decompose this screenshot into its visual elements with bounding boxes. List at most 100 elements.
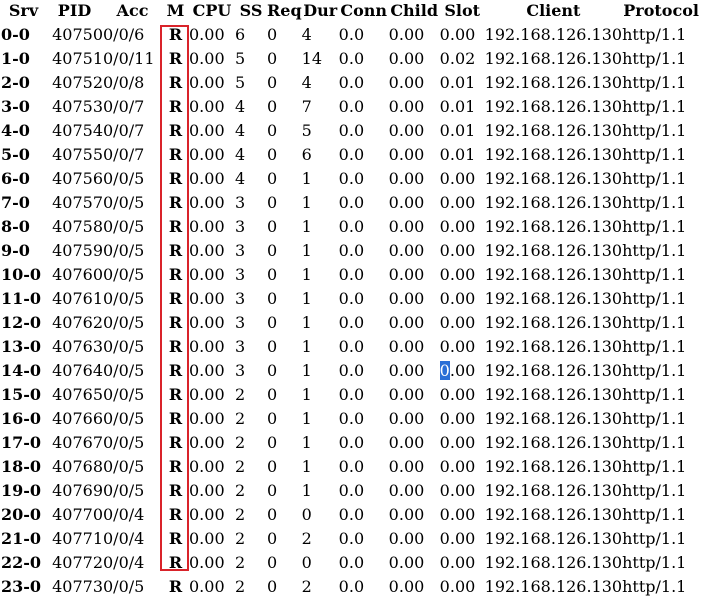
cell-cpu: 0.00 xyxy=(189,433,225,452)
cell-acc: 0/0/5 xyxy=(103,385,145,404)
cell-pid: 40772 xyxy=(52,553,103,572)
cell-acc: 0/0/5 xyxy=(103,217,145,236)
cell-cpu: 0.00 xyxy=(189,289,225,308)
cell-ss: 2 xyxy=(235,457,246,476)
cell-req: 0 xyxy=(267,73,278,92)
cell-slot: 0.00 xyxy=(439,169,476,188)
table-row: 20-0 40770 0/0/4 R 0.00 2 0 0 0.0 0.00 0.00 192.168… xyxy=(1,503,700,527)
cell-protocol: http/1.1 xyxy=(622,289,687,308)
cell-acc: 0/0/7 xyxy=(103,97,145,116)
cell-acc: 0/0/5 xyxy=(103,361,145,380)
cell-acc: 0/0/5 xyxy=(103,241,145,260)
cell-child: 0.00 xyxy=(388,529,425,548)
cell-slot: 0.00 xyxy=(439,529,476,548)
header-pid: PID xyxy=(57,1,92,20)
cell-req: 0 xyxy=(267,49,278,68)
cell-slot: 0.00 xyxy=(439,505,476,524)
cell-slot: 0.00 xyxy=(439,553,476,572)
cell-client: 192.168.126.130 xyxy=(484,265,623,284)
cell-ss: 2 xyxy=(235,529,246,548)
cell-req: 0 xyxy=(267,25,278,44)
cell-protocol: http/1.1 xyxy=(622,433,687,452)
cell-req: 0 xyxy=(267,481,278,500)
cell-acc: 0/0/4 xyxy=(103,553,145,572)
cell-acc: 0/0/7 xyxy=(103,121,145,140)
selected-text[interactable]: 0 xyxy=(439,361,450,380)
cell-m: R xyxy=(168,481,183,500)
cell-m: R xyxy=(168,409,183,428)
cell-conn: 0.0 xyxy=(338,505,365,524)
cell-protocol: http/1.1 xyxy=(622,577,687,596)
cell-client: 192.168.126.130 xyxy=(484,241,623,260)
cell-acc: 0/0/5 xyxy=(103,313,145,332)
cell-ss: 3 xyxy=(235,217,246,236)
cell-slot: 0.00 xyxy=(439,193,476,212)
cell-dur: 4 xyxy=(301,25,312,44)
cell-m: R xyxy=(168,361,183,380)
cell-conn: 0.0 xyxy=(338,121,365,140)
cell-req: 0 xyxy=(267,457,278,476)
cell-ss: 2 xyxy=(235,553,246,572)
header-m: M xyxy=(166,1,185,20)
cell-dur: 1 xyxy=(301,385,312,404)
table-row: 15-0 40765 0/0/5 R 0.00 2 0 1 0.0 0.00 0.00 192.168… xyxy=(1,383,700,407)
cell-m: R xyxy=(168,553,183,572)
cell-m: R xyxy=(168,193,183,212)
cell-cpu: 0.00 xyxy=(189,265,225,284)
cell-req: 0 xyxy=(267,433,278,452)
table-row: 12-0 40762 0/0/5 R 0.00 3 0 1 0.0 0.00 0.00 192.168… xyxy=(1,311,700,335)
cell-pid: 40751 xyxy=(52,49,103,68)
cell-cpu: 0.00 xyxy=(189,217,225,236)
cell-conn: 0.0 xyxy=(338,481,365,500)
cell-dur: 1 xyxy=(301,481,312,500)
cell-child: 0.00 xyxy=(388,193,425,212)
cell-slot: 0.00 xyxy=(439,337,476,356)
cell-dur: 14 xyxy=(301,49,323,68)
cell-ss: 3 xyxy=(235,289,246,308)
cell-req: 0 xyxy=(267,577,278,596)
cell-srv: 1-0 xyxy=(1,49,30,68)
cell-req: 0 xyxy=(267,529,278,548)
cell-req: 0 xyxy=(267,217,278,236)
cell-conn: 0.0 xyxy=(338,577,365,596)
cell-conn: 0.0 xyxy=(338,25,365,44)
cell-acc: 0/0/5 xyxy=(103,193,145,212)
cell-dur: 1 xyxy=(301,241,312,260)
cell-child: 0.00 xyxy=(388,25,425,44)
cell-client: 192.168.126.130 xyxy=(484,145,623,164)
cell-srv: 18-0 xyxy=(1,457,42,476)
cell-dur: 1 xyxy=(301,289,312,308)
cell-srv: 7-0 xyxy=(1,193,30,212)
cell-req: 0 xyxy=(267,313,278,332)
cell-slot: 0.01 xyxy=(439,73,476,92)
cell-protocol: http/1.1 xyxy=(622,409,687,428)
header-dur: Dur xyxy=(303,1,338,20)
cell-req: 0 xyxy=(267,505,278,524)
cell-m: R xyxy=(168,145,183,164)
cell-ss: 5 xyxy=(235,49,246,68)
table-row: 5-0 40755 0/0/7 R 0.00 4 0 6 0.0 0.00 0.01 192.168.… xyxy=(1,143,700,167)
cell-m: R xyxy=(168,25,183,44)
cell-m: R xyxy=(168,49,183,68)
cell-child: 0.00 xyxy=(388,505,425,524)
cell-ss: 4 xyxy=(235,145,246,164)
cell-protocol: http/1.1 xyxy=(622,97,687,116)
cell-pid: 40771 xyxy=(52,529,103,548)
cell-req: 0 xyxy=(267,265,278,284)
cell-client: 192.168.126.130 xyxy=(484,193,623,212)
cell-cpu: 0.00 xyxy=(189,193,225,212)
cell-client: 192.168.126.130 xyxy=(484,97,623,116)
header-srv: Srv xyxy=(8,1,39,20)
cell-slot: 0.00 xyxy=(439,241,476,260)
cell-pid: 40762 xyxy=(52,313,103,332)
cell-srv: 19-0 xyxy=(1,481,42,500)
cell-pid: 40758 xyxy=(52,217,103,236)
cell-req: 0 xyxy=(267,145,278,164)
table-row: 3-0 40753 0/0/7 R 0.00 4 0 7 0.0 0.00 0.01 192.168.… xyxy=(1,95,700,119)
cell-client: 192.168.126.130 xyxy=(484,313,623,332)
cell-dur: 1 xyxy=(301,433,312,452)
cell-cpu: 0.00 xyxy=(189,73,225,92)
cell-srv: 20-0 xyxy=(1,505,42,524)
cell-srv: 10-0 xyxy=(1,265,42,284)
cell-slot: 0.00 xyxy=(439,217,476,236)
